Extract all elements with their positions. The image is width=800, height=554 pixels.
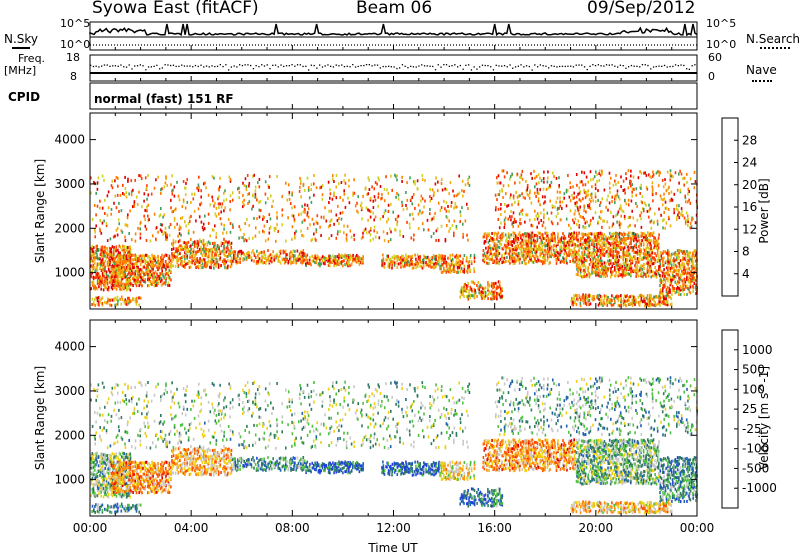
velocity-axis: 1000 2000 3000 4000 00:00 04:00 08:00 12:00 16:0… [54, 320, 714, 535]
nave-tick-bottom: 0 [708, 70, 715, 83]
x-axis-label: Time UT [367, 541, 418, 554]
colorbar-tick: 24 [742, 156, 757, 170]
freq-label: Freq. [18, 52, 46, 65]
velocity-colorbar: 1000 500 100 25 -25 -100 -500 -1000 [721, 329, 777, 509]
y-tick-label: 2000 [54, 221, 85, 235]
freq-trace [90, 64, 697, 74]
nave-tick-top: 60 [708, 51, 722, 64]
velocity-colorbar-label: Velocity [m s^-1] [757, 366, 771, 470]
colorbar-tick: 12 [742, 222, 757, 236]
nave-line-key [752, 80, 772, 82]
nsky-tick-bottom: 10^0 [60, 38, 91, 51]
y-tick-label: 3000 [54, 177, 85, 191]
power-ylabel: Slant Range [km] [33, 159, 47, 263]
freq-tick-bottom: 8 [70, 70, 77, 83]
freq-tick-top: 18 [66, 51, 80, 64]
y-tick-label: 3000 [54, 384, 85, 398]
cpid-label: CPID [8, 90, 41, 104]
radar-title: Syowa East (fitACF) [92, 0, 259, 18]
colorbar-tick: 100 [742, 382, 765, 396]
power-colorbar-label: Power [dB] [757, 178, 771, 243]
x-tick-label: 00:00 [680, 521, 715, 535]
x-tick-label: 00:00 [73, 521, 108, 535]
x-tick-label: 16:00 [477, 521, 512, 535]
power-colorbar: 28 24 20 16 12 8 4 [721, 117, 757, 297]
nsky-tick-top: 10^5 [60, 17, 91, 30]
date-title: 09/Sep/2012 [587, 0, 696, 18]
x-tick-label: 20:00 [579, 521, 614, 535]
nsearch-line-key [760, 47, 790, 49]
nsky-line-key [12, 47, 30, 49]
freq-unit: [MHz] [4, 64, 37, 77]
y-tick-label: 1000 [54, 473, 85, 487]
colorbar-tick: 4 [742, 267, 750, 281]
y-tick-label: 4000 [54, 133, 85, 147]
nsky-label: N.Sky [4, 32, 39, 46]
colorbar-tick: 16 [742, 200, 757, 214]
colorbar-tick: -1000 [742, 481, 777, 495]
nsky-trace [89, 23, 698, 46]
x-tick-label: 12:00 [376, 521, 411, 535]
colorbar-tick: 25 [742, 402, 757, 416]
velocity-scatter [90, 376, 698, 515]
colorbar-tick: 1000 [742, 343, 773, 357]
colorbar-tick: 500 [742, 363, 765, 377]
x-tick-label: 04:00 [174, 521, 209, 535]
y-tick-label: 4000 [54, 340, 85, 354]
nsearch-label: N.Search [746, 32, 800, 46]
colorbar-tick: -500 [742, 461, 769, 475]
colorbar-tick: 20 [742, 178, 757, 192]
nsearch-tick-top: 10^5 [706, 17, 737, 30]
power-scatter [90, 169, 698, 308]
cpid-value: normal (fast) 151 RF [94, 92, 234, 106]
colorbar-tick: 8 [742, 245, 750, 259]
nave-label: Nave [746, 63, 777, 77]
colorbar-tick: -100 [742, 442, 769, 456]
power-axis: 1000 2000 3000 4000 [54, 113, 698, 309]
nsearch-tick-bottom: 10^0 [706, 38, 737, 51]
beam-title: Beam 06 [356, 0, 433, 18]
y-tick-label: 2000 [54, 428, 85, 442]
x-tick-label: 08:00 [275, 521, 310, 535]
y-tick-label: 1000 [54, 266, 85, 280]
colorbar-tick: 28 [742, 133, 757, 147]
colorbar-tick: -25 [742, 422, 762, 436]
velocity-ylabel: Slant Range [km] [33, 366, 47, 470]
